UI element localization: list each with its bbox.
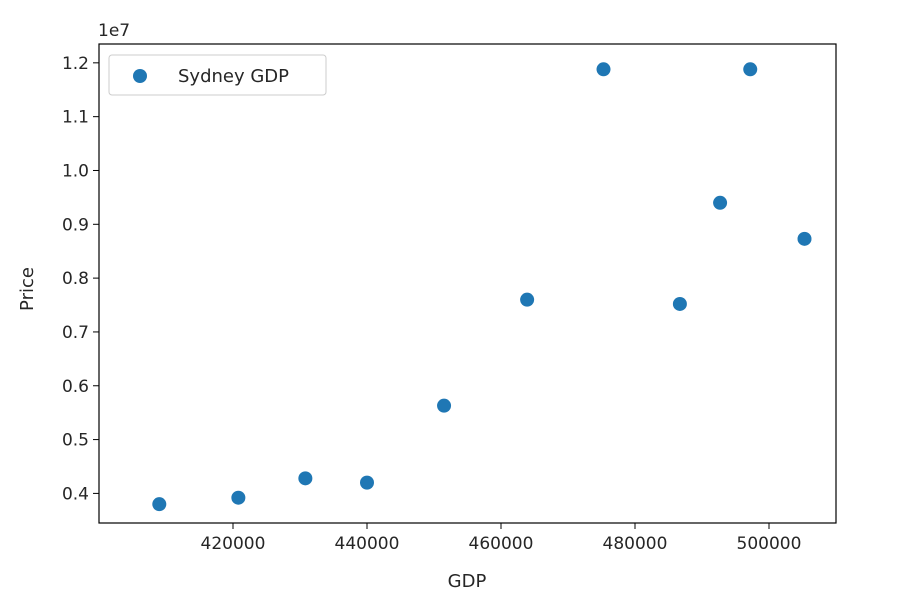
axis-ticks: 420000 440000 460000 480000 500000 0.4 0.5 0.6 0… [62, 54, 802, 554]
data-point [797, 231, 812, 246]
legend-marker [133, 69, 147, 83]
y-tick-label: 0.5 [62, 431, 89, 451]
data-point [672, 296, 687, 311]
data-point [520, 292, 535, 307]
y-tick-label: 0.8 [62, 269, 89, 289]
y-tick-label: 0.9 [62, 215, 89, 235]
data-point [713, 195, 728, 210]
x-axis-label: GDP [448, 571, 487, 592]
x-tick-label: 500000 [737, 534, 802, 554]
data-point [437, 398, 452, 413]
y-offset-label: 1e7 [98, 21, 130, 41]
data-point [596, 62, 611, 77]
x-tick-label: 480000 [603, 534, 668, 554]
y-tick-label: 0.6 [62, 377, 89, 397]
data-point [152, 497, 167, 512]
y-tick-label: 0.7 [62, 323, 89, 343]
data-point [298, 471, 313, 486]
x-tick-label: 420000 [201, 534, 266, 554]
x-tick-label: 460000 [469, 534, 534, 554]
legend-box [108, 54, 327, 96]
legend-label: Sydney GDP [178, 66, 289, 87]
plot-area [99, 44, 836, 523]
data-point [231, 490, 246, 505]
y-tick-label: 1.2 [62, 54, 89, 74]
data-points [152, 62, 812, 512]
x-tick-label: 440000 [335, 534, 400, 554]
data-point [360, 475, 374, 490]
y-tick-label: 1.1 [62, 108, 89, 128]
plot-frame [98, 43, 837, 524]
y-tick-label: 0.4 [62, 484, 89, 504]
y-axis-label: Price [17, 267, 38, 311]
data-point [743, 62, 758, 77]
y-tick-label: 1.0 [62, 161, 89, 181]
legend: Sydney GDP [108, 54, 327, 96]
